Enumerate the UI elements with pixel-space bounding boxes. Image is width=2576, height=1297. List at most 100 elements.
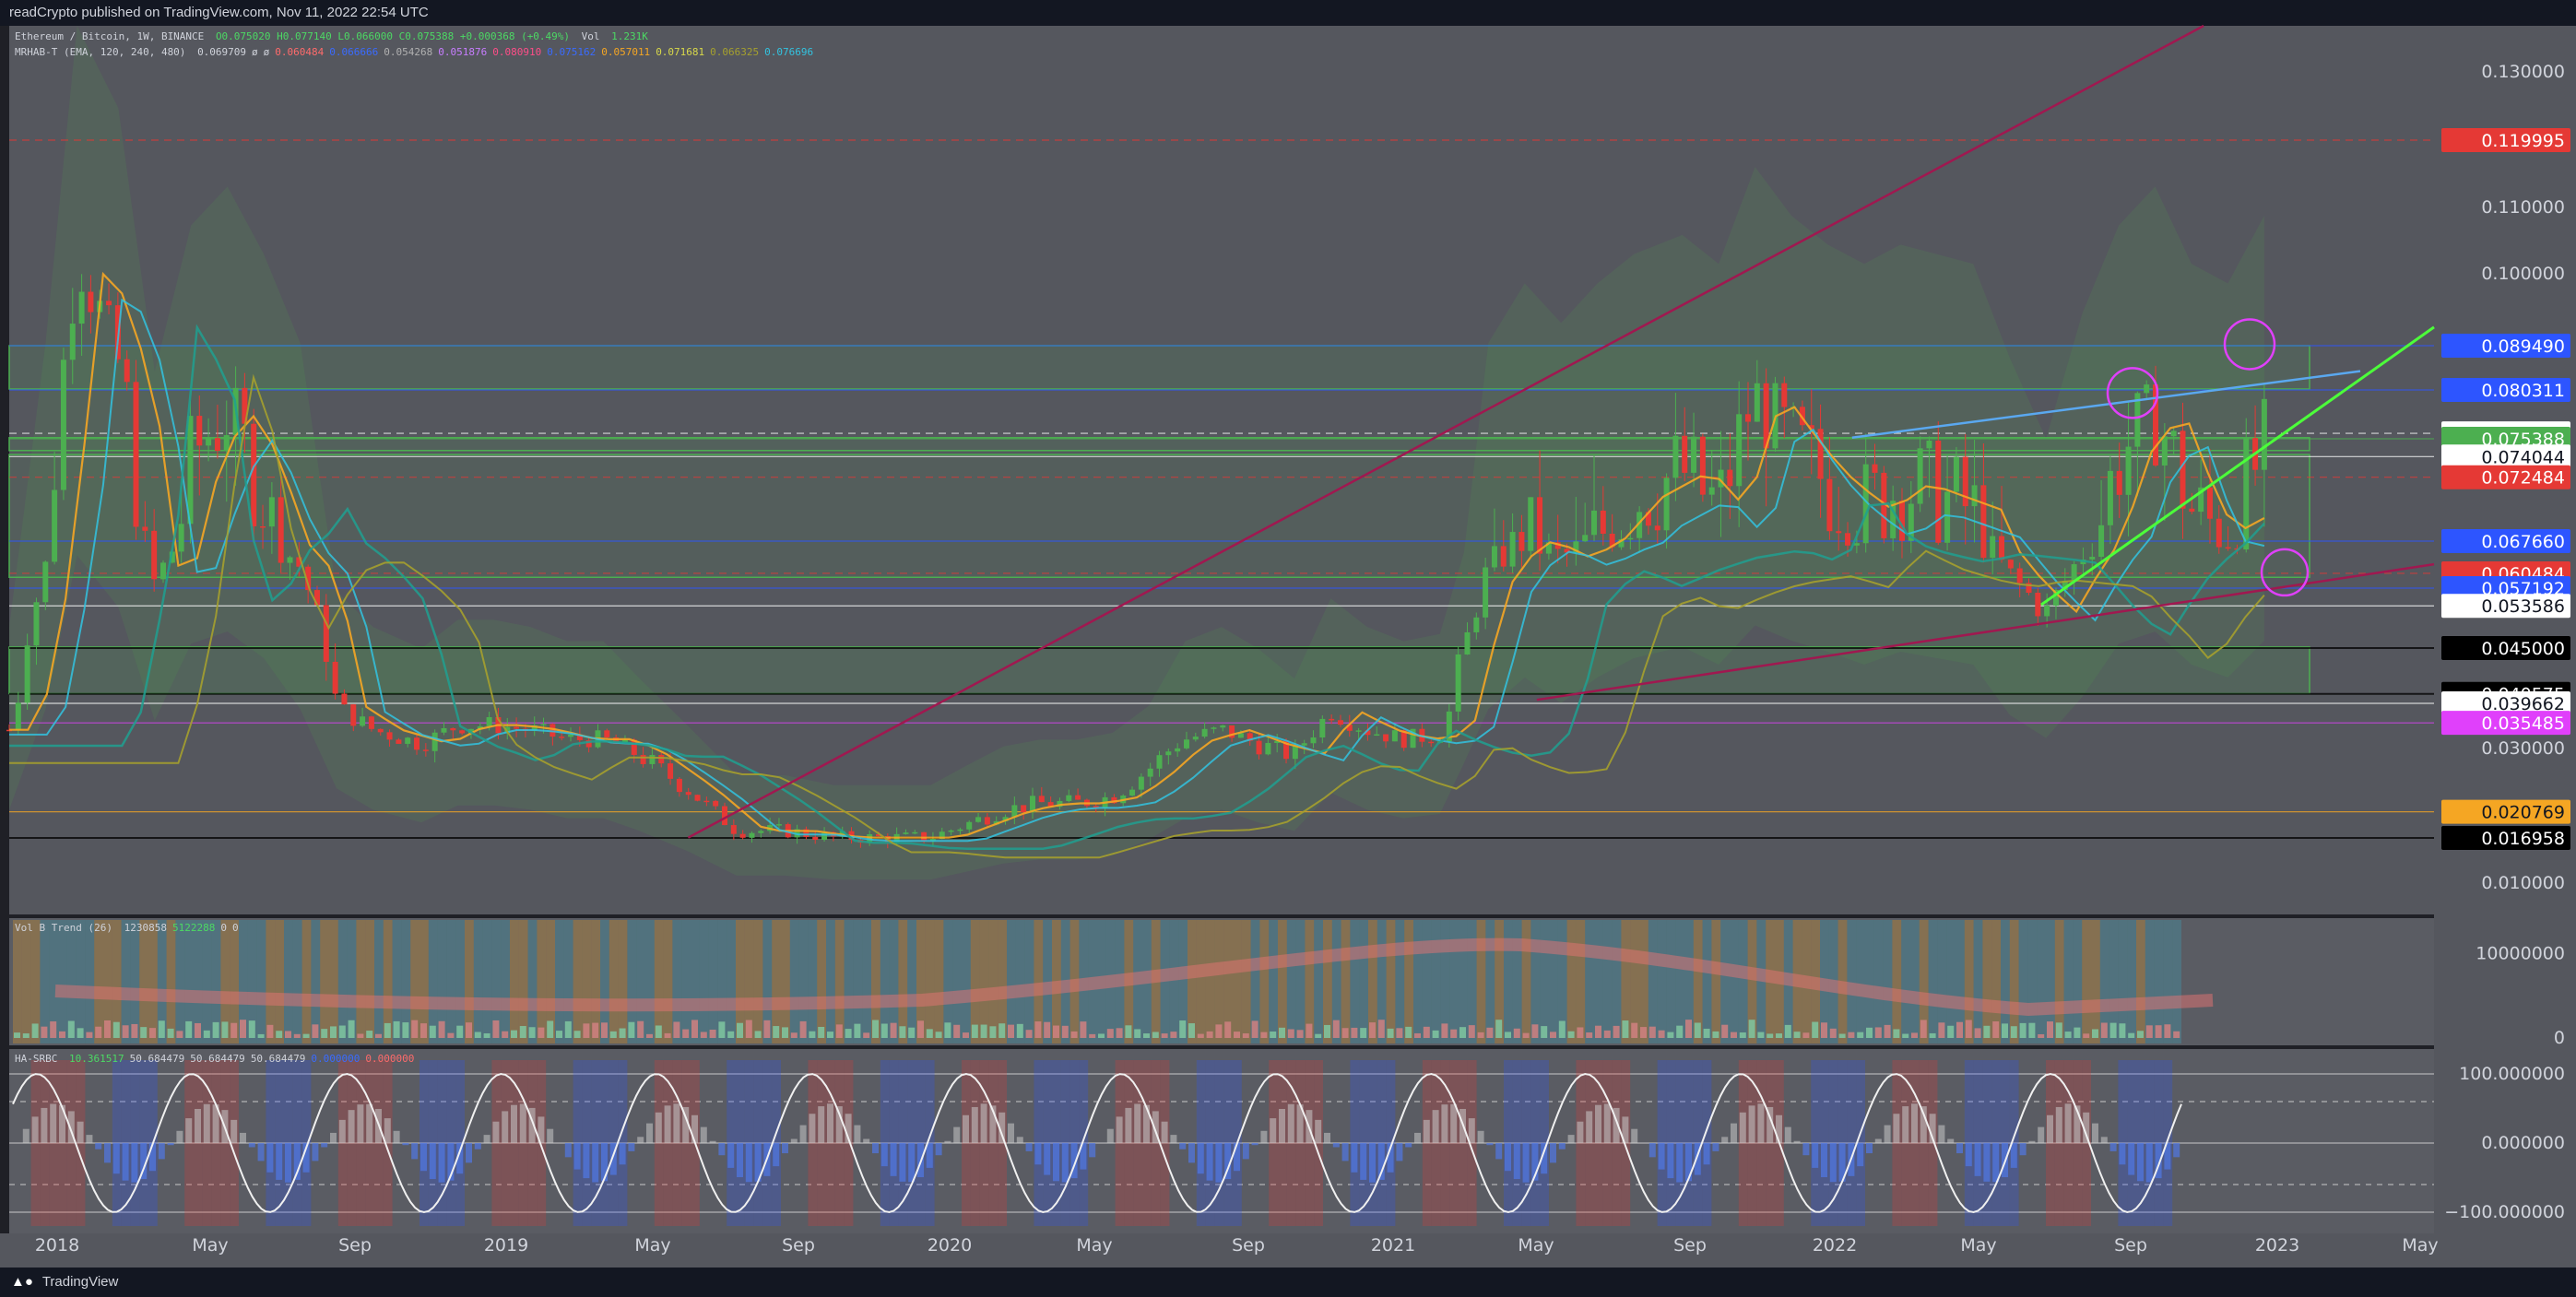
candle-body (1808, 425, 1814, 430)
price-label-box (2441, 444, 2570, 469)
volume-bar (592, 1022, 599, 1038)
volume-bar (1685, 1020, 1692, 1038)
candle-body (242, 387, 248, 424)
candle-body (268, 497, 275, 527)
candle-body (1500, 546, 1507, 567)
volume-bar (456, 1025, 464, 1038)
candle-body (1301, 743, 1307, 746)
candle-body (1654, 525, 1660, 531)
candle-body (196, 416, 203, 446)
legend-value: 0.080910 (492, 46, 542, 58)
volume-bar (2055, 1022, 2062, 1038)
volume-bar (971, 1024, 978, 1038)
volume-bar (899, 1026, 906, 1038)
chart-canvas[interactable]: 0.130000 0.110000 0.100000 0.030000 0.010000… (0, 0, 2576, 1268)
vol-trend-shade (1666, 920, 1676, 1043)
ha-histogram-bar (1251, 1143, 1258, 1146)
candle-body (1329, 718, 1335, 721)
ha-histogram-bar (890, 1143, 897, 1176)
vol-trend-shade (1711, 920, 1721, 1043)
volume-bar (1089, 1033, 1096, 1038)
price-label: 0.039662 (2481, 694, 2565, 714)
candle-body (296, 557, 302, 567)
ha-histogram-bar (203, 1103, 210, 1143)
ha-histogram-bar (989, 1105, 997, 1143)
ha-histogram-bar (827, 1103, 833, 1143)
vol-trend-shade (1684, 920, 1694, 1043)
vol-trend-shade (2145, 920, 2155, 1043)
volume-bar (1757, 1032, 1765, 1038)
vol-trend-shade (798, 920, 809, 1043)
vol-trend-shade (1847, 920, 1857, 1043)
volume-bar (845, 1029, 852, 1038)
vol-trend-shade (717, 920, 727, 1043)
vol-trend-shade (2127, 920, 2136, 1043)
vol-trend-shade (1269, 920, 1278, 1043)
legend-value: 10.361517 (68, 1053, 124, 1065)
vol-trend-shade (465, 920, 474, 1043)
candle-body (1627, 537, 1634, 540)
ha-histogram-bar (1279, 1108, 1285, 1143)
volume-bar (1577, 1027, 1584, 1038)
middle-zone (8, 454, 2310, 579)
candle-body (1265, 743, 1271, 755)
ha-histogram-bar (1829, 1143, 1837, 1183)
candle-body (559, 737, 565, 738)
ha-histogram-bar (547, 1128, 554, 1143)
vol-trend-shade (1919, 920, 1929, 1043)
volume-bar (709, 1029, 716, 1038)
ha-histogram-bar (737, 1143, 743, 1178)
footer-bar: ▲● TradingView (0, 1268, 2576, 1297)
vol-trend-shade (1205, 920, 1215, 1043)
candle-body (206, 438, 212, 446)
vol-trend-shade (826, 920, 835, 1043)
ha-histogram-bar (1315, 1119, 1322, 1143)
candle-body (368, 716, 374, 729)
candle-body (2062, 581, 2068, 590)
vol-trend-shade (311, 920, 321, 1043)
vol-trend-shade (1223, 920, 1233, 1043)
volume-bar (1197, 1033, 1204, 1038)
ha-histogram-bar (1260, 1130, 1268, 1143)
ha-histogram-bar (1956, 1143, 1963, 1154)
vol-trend-shade (455, 920, 465, 1043)
volume-bar (483, 1032, 490, 1038)
volume-bar (754, 1031, 762, 1038)
volume-bar (609, 1031, 617, 1038)
candle-body (1554, 542, 1561, 549)
vol-trend-shade (211, 920, 221, 1043)
price-legend: Ethereum / Bitcoin, 1W, BINANCE O0.07502… (15, 30, 654, 42)
ha-histogram-bar (1866, 1143, 1873, 1154)
price-label: 0.016958 (2481, 829, 2565, 849)
volume-bar (1351, 1027, 1358, 1038)
candle-body (1817, 429, 1824, 479)
volume-bar (880, 1023, 888, 1038)
vol-trend-shade (1286, 920, 1296, 1043)
volume-bar (1541, 1026, 1548, 1038)
volume-bar (1550, 1032, 1556, 1038)
candle-body (703, 800, 710, 803)
vol-trend-shade (1693, 920, 1703, 1043)
ha-histogram-bar (573, 1143, 581, 1170)
vol-trend-shade (1566, 920, 1577, 1043)
volume-bar (1866, 1027, 1873, 1038)
vol-trend-shade (862, 920, 871, 1043)
price-label: 0.067660 (2481, 532, 2565, 552)
volume-bar (1586, 1032, 1593, 1038)
volume-bar (1468, 1025, 1475, 1038)
ha-histogram-bar (474, 1143, 481, 1150)
ha-histogram-bar (818, 1106, 825, 1143)
candle-body (1944, 491, 1951, 543)
candle-body (2098, 525, 2105, 557)
candle-body (1247, 733, 1253, 741)
vol-trend-shade (1982, 920, 1992, 1043)
volume-bar (466, 1022, 472, 1038)
x-tick-label: May (1960, 1235, 1996, 1256)
volume-bar (185, 1020, 193, 1038)
ha-histogram-bar (1287, 1103, 1294, 1143)
volume-bar (366, 1031, 373, 1038)
volume-bar (2164, 1024, 2171, 1038)
ema-120-line (9, 271, 2265, 839)
volume-bar (149, 1028, 156, 1038)
candle-body (2035, 592, 2041, 617)
